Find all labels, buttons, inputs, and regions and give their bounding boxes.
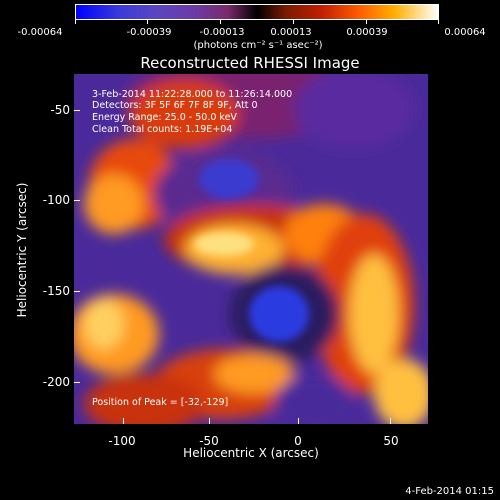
x-tick-label: 50 — [383, 434, 399, 448]
y-tick-label: -150 — [42, 284, 70, 298]
colorbar-tick — [75, 20, 76, 24]
colorbar-tick — [147, 20, 148, 24]
rhessi-image-map — [74, 74, 428, 424]
colorbar-tick-label: -0.00013 — [199, 27, 245, 38]
footer-date: 4-Feb-2014 01:15 — [405, 486, 494, 497]
y-tick-label: -200 — [42, 375, 70, 389]
colorbar-tick-label: -0.00039 — [126, 27, 172, 38]
colorbar-tick-label: 0.00064 — [444, 27, 486, 38]
y-tick-label: -50 — [50, 103, 70, 117]
x-axis-label: Heliocentric X (arcsec) — [183, 446, 319, 460]
y-tick-label: -100 — [42, 193, 70, 207]
detectors-annotation: Detectors: 3F 5F 6F 7F 8F 9F, Att 0 — [92, 100, 258, 111]
colorbar-tick-label: 0.00039 — [346, 27, 388, 38]
x-axis-tick — [298, 418, 299, 424]
method-annotation: Clean Total counts: 1.19E+04 — [92, 124, 233, 135]
x-tick-label: 0 — [294, 434, 302, 448]
x-tick-label: -100 — [108, 434, 136, 448]
colorbar-tick — [438, 20, 439, 24]
time-range-annotation: 3-Feb-2014 11:22:28.000 to 11:26:14.000 — [92, 89, 293, 100]
y-axis-tick — [74, 110, 80, 111]
x-axis-tick — [209, 418, 210, 424]
y-axis-tick — [74, 382, 80, 383]
x-axis-tick — [123, 418, 124, 424]
colorbar — [75, 4, 439, 20]
energy-range-annotation: Energy Range: 25.0 - 50.0 keV — [92, 112, 237, 123]
colorbar-tick — [293, 20, 294, 24]
x-tick-label: -50 — [199, 434, 219, 448]
colorbar-tick-label: -0.00064 — [17, 27, 63, 38]
colorbar-unit-label: (photons cm⁻² s⁻¹ asec⁻²) — [193, 40, 323, 51]
rhessi-image — [74, 74, 428, 424]
y-axis-label: Heliocentric Y (arcsec) — [15, 182, 29, 318]
peak-position-annotation: Position of Peak = [-32,-129] — [92, 397, 229, 408]
y-axis-tick — [74, 200, 80, 201]
colorbar-tick-label: 0.00013 — [270, 27, 312, 38]
colorbar-tick — [220, 20, 221, 24]
y-axis-tick — [74, 291, 80, 292]
image-title: Reconstructed RHESSI Image — [140, 54, 360, 72]
x-axis-tick — [390, 418, 391, 424]
colorbar-tick — [366, 20, 367, 24]
